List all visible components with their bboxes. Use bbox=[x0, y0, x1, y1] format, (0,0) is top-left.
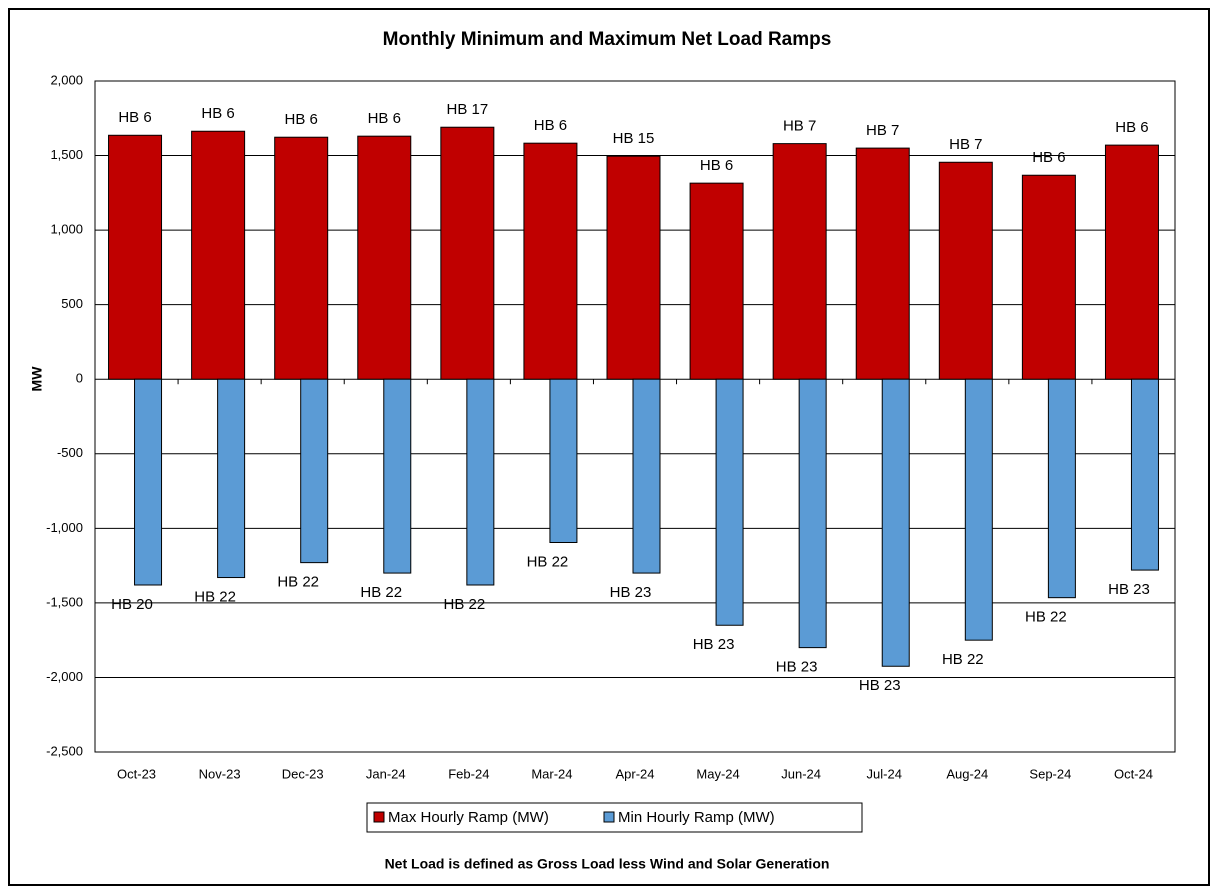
y-tick-label: -2,000 bbox=[46, 669, 83, 684]
bar bbox=[1104, 144, 1159, 380]
bar bbox=[632, 378, 661, 574]
bar-label: HB 7 bbox=[783, 118, 816, 135]
y-axis-label: MW bbox=[29, 366, 45, 392]
x-tick-label: Apr-24 bbox=[615, 766, 654, 781]
chart-border bbox=[8, 8, 1210, 886]
bar bbox=[715, 378, 744, 626]
footnote: Net Load is defined as Gross Load less W… bbox=[385, 856, 830, 872]
bar-label: HB 23 bbox=[1108, 581, 1150, 598]
x-tick-label: Jul-24 bbox=[867, 766, 902, 781]
y-tick-label: 1,500 bbox=[50, 147, 83, 162]
bar-label: HB 6 bbox=[534, 117, 567, 134]
bar-label: HB 6 bbox=[1032, 149, 1065, 166]
x-tick-label: Nov-23 bbox=[199, 766, 241, 781]
x-tick-label: Feb-24 bbox=[448, 766, 489, 781]
bar-label: HB 6 bbox=[368, 110, 401, 127]
y-tick-label: 0 bbox=[76, 371, 83, 386]
bar-label: HB 6 bbox=[700, 157, 733, 174]
bar-label: HB 22 bbox=[527, 553, 569, 570]
y-tick-label: -1,000 bbox=[46, 520, 83, 535]
bar-label: HB 7 bbox=[866, 122, 899, 139]
bar-label: HB 6 bbox=[285, 111, 318, 128]
bar-label: HB 7 bbox=[949, 136, 982, 153]
x-tick-label: Aug-24 bbox=[946, 766, 988, 781]
bar-label: HB 23 bbox=[693, 636, 735, 653]
bar bbox=[300, 378, 329, 564]
bar bbox=[549, 378, 578, 543]
y-tick-label: 500 bbox=[61, 296, 83, 311]
bar bbox=[881, 378, 910, 667]
legend-swatch bbox=[373, 811, 385, 823]
bar-label: HB 22 bbox=[942, 651, 984, 668]
x-tick-label: Oct-23 bbox=[117, 766, 156, 781]
x-tick-label: Sep-24 bbox=[1029, 766, 1071, 781]
bar bbox=[606, 155, 661, 380]
bar-label: HB 17 bbox=[446, 101, 488, 118]
legend-label: Max Hourly Ramp (MW) bbox=[388, 809, 549, 826]
legend-swatch bbox=[603, 811, 615, 823]
bar-label: HB 6 bbox=[1115, 119, 1148, 136]
bar bbox=[523, 142, 578, 380]
bar-label: HB 23 bbox=[610, 584, 652, 601]
bar bbox=[134, 378, 163, 586]
bar-label: HB 22 bbox=[277, 574, 319, 591]
bar-label: HB 6 bbox=[118, 109, 151, 126]
x-tick-label: Mar-24 bbox=[531, 766, 572, 781]
bar bbox=[855, 147, 910, 380]
bar bbox=[964, 378, 993, 641]
y-tick-label: 1,000 bbox=[50, 222, 83, 237]
x-tick-label: May-24 bbox=[696, 766, 739, 781]
y-tick-label: 2,000 bbox=[50, 72, 83, 87]
bar bbox=[466, 378, 495, 586]
bar-label: HB 23 bbox=[859, 677, 901, 694]
bar bbox=[383, 378, 412, 574]
bar-label: HB 6 bbox=[201, 105, 234, 122]
bar bbox=[357, 135, 412, 380]
bar bbox=[938, 161, 993, 380]
y-tick-label: -500 bbox=[57, 445, 83, 460]
bar-label: HB 20 bbox=[111, 596, 153, 613]
bar bbox=[274, 136, 329, 380]
bar bbox=[1047, 378, 1076, 599]
bar-label: HB 15 bbox=[613, 130, 655, 147]
y-tick-label: -1,500 bbox=[46, 594, 83, 609]
bar bbox=[772, 143, 827, 380]
legend-label: Min Hourly Ramp (MW) bbox=[618, 809, 775, 826]
bar bbox=[191, 130, 246, 380]
bar-label: HB 22 bbox=[194, 589, 236, 606]
bar bbox=[217, 378, 246, 579]
plot-area bbox=[94, 80, 1176, 753]
x-tick-label: Dec-23 bbox=[282, 766, 324, 781]
bar-label: HB 23 bbox=[776, 659, 818, 676]
x-tick-label: Jan-24 bbox=[366, 766, 406, 781]
bar bbox=[689, 182, 744, 380]
bar bbox=[798, 378, 827, 649]
bar-label: HB 22 bbox=[1025, 609, 1067, 626]
x-tick-label: Oct-24 bbox=[1114, 766, 1153, 781]
bar bbox=[108, 134, 163, 380]
bar bbox=[1130, 378, 1159, 571]
x-tick-label: Jun-24 bbox=[781, 766, 821, 781]
chart-title: Monthly Minimum and Maximum Net Load Ram… bbox=[383, 29, 832, 50]
y-tick-label: -2,500 bbox=[46, 743, 83, 758]
bar-label: HB 22 bbox=[360, 584, 402, 601]
bar bbox=[440, 126, 495, 380]
bar bbox=[1021, 174, 1076, 380]
bar-label: HB 22 bbox=[443, 596, 485, 613]
